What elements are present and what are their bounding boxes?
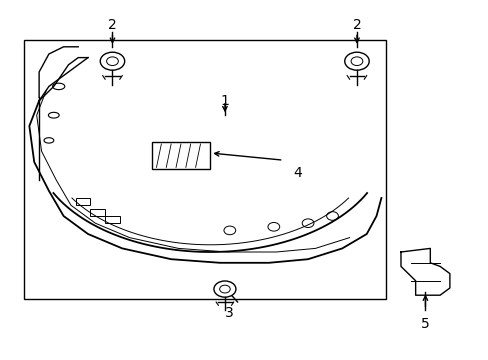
FancyBboxPatch shape bbox=[151, 142, 210, 169]
Circle shape bbox=[219, 285, 230, 293]
Circle shape bbox=[350, 57, 362, 66]
Text: 1: 1 bbox=[220, 94, 229, 108]
Bar bbox=[105, 216, 120, 223]
Bar bbox=[90, 209, 105, 216]
Circle shape bbox=[100, 52, 124, 70]
Ellipse shape bbox=[44, 138, 54, 143]
Circle shape bbox=[106, 57, 118, 66]
Text: 3: 3 bbox=[224, 306, 233, 320]
Text: 2: 2 bbox=[352, 18, 361, 32]
Circle shape bbox=[326, 212, 338, 220]
Ellipse shape bbox=[48, 112, 59, 118]
Polygon shape bbox=[400, 248, 449, 295]
Text: 4: 4 bbox=[293, 166, 302, 180]
Bar bbox=[76, 198, 90, 205]
Circle shape bbox=[224, 226, 235, 235]
Circle shape bbox=[267, 222, 279, 231]
Text: 5: 5 bbox=[420, 317, 429, 331]
Ellipse shape bbox=[53, 83, 64, 90]
Circle shape bbox=[214, 281, 236, 297]
Circle shape bbox=[344, 52, 368, 70]
Bar bbox=[24, 40, 386, 299]
Circle shape bbox=[302, 219, 313, 228]
Text: 2: 2 bbox=[108, 18, 117, 32]
